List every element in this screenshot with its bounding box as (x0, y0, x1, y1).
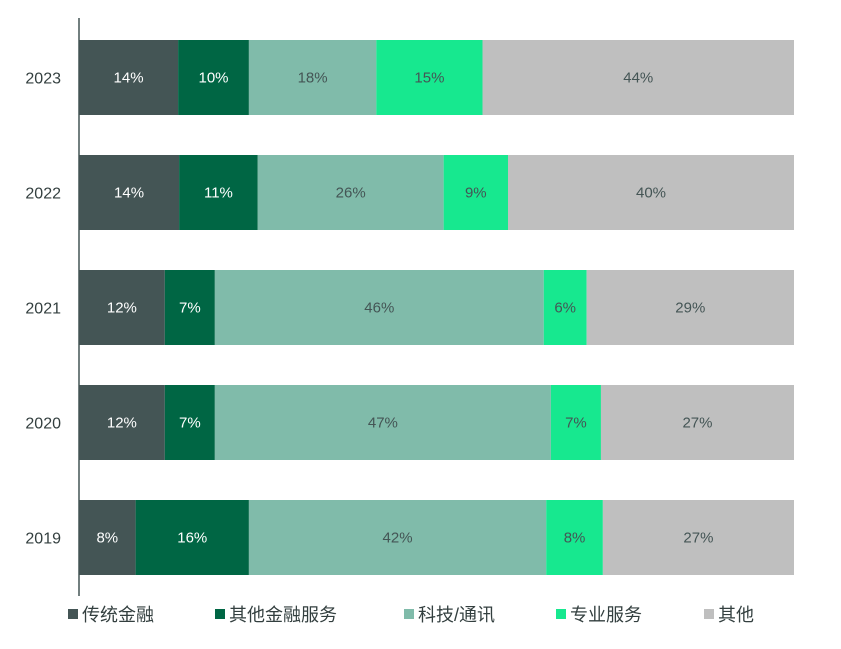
bar-segment-2021-4 (586, 270, 794, 345)
data-label-2021-1: 7% (179, 300, 201, 317)
bar-segment-2019-3 (546, 500, 603, 575)
bar-segment-2020-1 (164, 385, 215, 460)
bar-segment-2021-3 (543, 270, 587, 345)
legend-label-1: 其他金融服务 (229, 605, 337, 625)
bar-segment-2021-1 (164, 270, 215, 345)
data-label-2023-3: 15% (414, 70, 444, 87)
data-label-2023-0: 14% (114, 70, 144, 87)
bar-segment-2022-2 (257, 155, 444, 230)
data-label-2022-0: 14% (114, 185, 144, 202)
data-label-2021-2: 46% (364, 300, 394, 317)
y-tick-label-2022: 2022 (25, 186, 61, 203)
bar-segment-2019-2 (248, 500, 547, 575)
bar-segment-2022-0 (79, 155, 180, 230)
bar-segment-2020-2 (214, 385, 551, 460)
legend-label-0: 传统金融 (82, 605, 154, 625)
bar-segment-2019-1 (135, 500, 249, 575)
y-axis-ticks: 2023 2022 2021 2020 2019 (25, 71, 61, 548)
data-label-2023-4: 44% (623, 70, 653, 87)
data-label-2021-0: 12% (107, 300, 137, 317)
bar-segment-2023-1 (178, 40, 249, 115)
legend-label-2: 科技/通讯 (418, 605, 495, 625)
legend-swatch-2 (404, 609, 414, 619)
data-label-2020-4: 27% (682, 415, 712, 432)
legend-label-4: 其他 (718, 605, 754, 625)
data-label-2020-1: 7% (179, 415, 201, 432)
data-label-2019-4: 27% (683, 530, 713, 547)
data-label-2022-3: 9% (465, 185, 487, 202)
y-tick-label-2023: 2023 (25, 71, 61, 88)
bar-segment-2023-0 (79, 40, 179, 115)
bar-segment-2023-3 (376, 40, 483, 115)
data-label-2019-1: 16% (177, 530, 207, 547)
data-label-2019-2: 42% (383, 530, 413, 547)
y-tick-label-2020: 2020 (25, 416, 61, 433)
bar-segment-2021-2 (214, 270, 544, 345)
data-label-2020-0: 12% (107, 415, 137, 432)
bar-segment-2020-0 (79, 385, 165, 460)
legend-swatch-1 (215, 609, 225, 619)
bar-segment-2022-3 (443, 155, 508, 230)
bar-segment-2023-4 (482, 40, 794, 115)
data-label-2020-3: 7% (565, 415, 587, 432)
data-label-2019-0: 8% (96, 530, 118, 547)
bar-segment-2020-4 (600, 385, 794, 460)
legend-swatch-0 (68, 609, 78, 619)
data-label-2019-3: 8% (564, 530, 586, 547)
bar-segment-2022-4 (508, 155, 794, 230)
y-tick-label-2019: 2019 (25, 531, 61, 548)
bar-segment-2021-0 (79, 270, 165, 345)
legend: 传统金融 其他金融服务 科技/通讯 专业服务 其他 (68, 605, 754, 625)
data-label-2021-4: 29% (675, 300, 705, 317)
legend-swatch-3 (556, 609, 566, 619)
data-label-2022-2: 26% (336, 185, 366, 202)
y-tick-label-2021: 2021 (25, 301, 61, 318)
data-label-2023-2: 18% (298, 70, 328, 87)
bar-segment-2019-0 (79, 500, 136, 575)
data-label-2022-1: 11% (204, 185, 233, 202)
data-label-2021-3: 6% (554, 300, 576, 317)
data-label-2023-1: 10% (198, 70, 228, 87)
bar-segment-2023-2 (248, 40, 377, 115)
legend-label-3: 专业服务 (570, 605, 642, 625)
data-label-2022-4: 40% (636, 185, 666, 202)
bar-segment-2020-3 (550, 385, 601, 460)
legend-swatch-4 (704, 609, 714, 619)
bar-segment-2022-1 (179, 155, 258, 230)
bars-group: 14% 10% 18% 15% 44% 14% 11% 26% 9% 40% 12% 7% 46% 6% 2… (79, 40, 794, 575)
data-label-2020-2: 47% (368, 415, 398, 432)
bar-segment-2019-4 (602, 500, 794, 575)
